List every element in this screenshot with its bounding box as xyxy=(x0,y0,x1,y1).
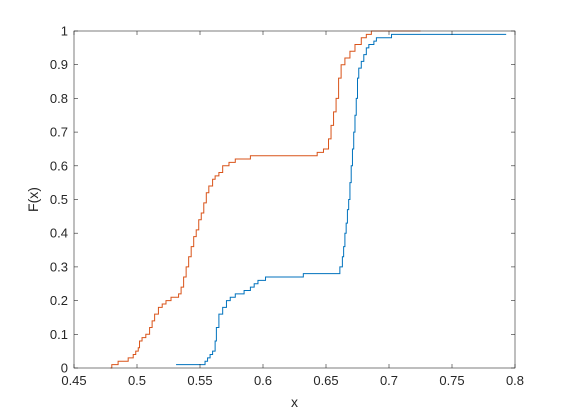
plot-area xyxy=(74,31,515,368)
x-tick-label: 0.7 xyxy=(380,373,398,388)
x-tick-label: 0.45 xyxy=(61,373,86,388)
y-tick-label: 0.8 xyxy=(50,91,68,106)
y-tick-label: 0.9 xyxy=(50,57,68,72)
y-tick-label: 0.1 xyxy=(50,327,68,342)
y-tick-label: 0.5 xyxy=(50,192,68,207)
y-tick-label: 0.4 xyxy=(50,226,68,241)
y-axis-ticks: 0 0.1 0.2 0.3 0.4 0.5 0.6 0.7 0.8 0.9 1 xyxy=(50,24,515,376)
x-tick-label: 0.6 xyxy=(254,373,272,388)
y-tick-label: 0.6 xyxy=(50,158,68,173)
series-layer xyxy=(110,30,507,369)
x-axis-ticks: 0.45 0.5 0.55 0.6 0.65 0.7 0.75 0.8 xyxy=(61,31,524,388)
y-tick-label: 0.2 xyxy=(50,293,68,308)
x-tick-label: 0.55 xyxy=(187,373,212,388)
y-axis-label: F(x) xyxy=(25,187,41,212)
x-axis-label: x xyxy=(291,394,298,410)
y-tick-label: 0 xyxy=(61,361,68,376)
x-tick-label: 0.75 xyxy=(439,373,464,388)
y-tick-label: 0.7 xyxy=(50,125,68,140)
x-tick-label: 0.5 xyxy=(128,373,146,388)
y-tick-label: 0.3 xyxy=(50,259,68,274)
y-tick-label: 1 xyxy=(61,24,68,39)
x-tick-label: 0.8 xyxy=(506,373,524,388)
series-line-1 xyxy=(176,33,507,366)
series-line-2 xyxy=(110,30,421,369)
x-tick-label: 0.65 xyxy=(313,373,338,388)
